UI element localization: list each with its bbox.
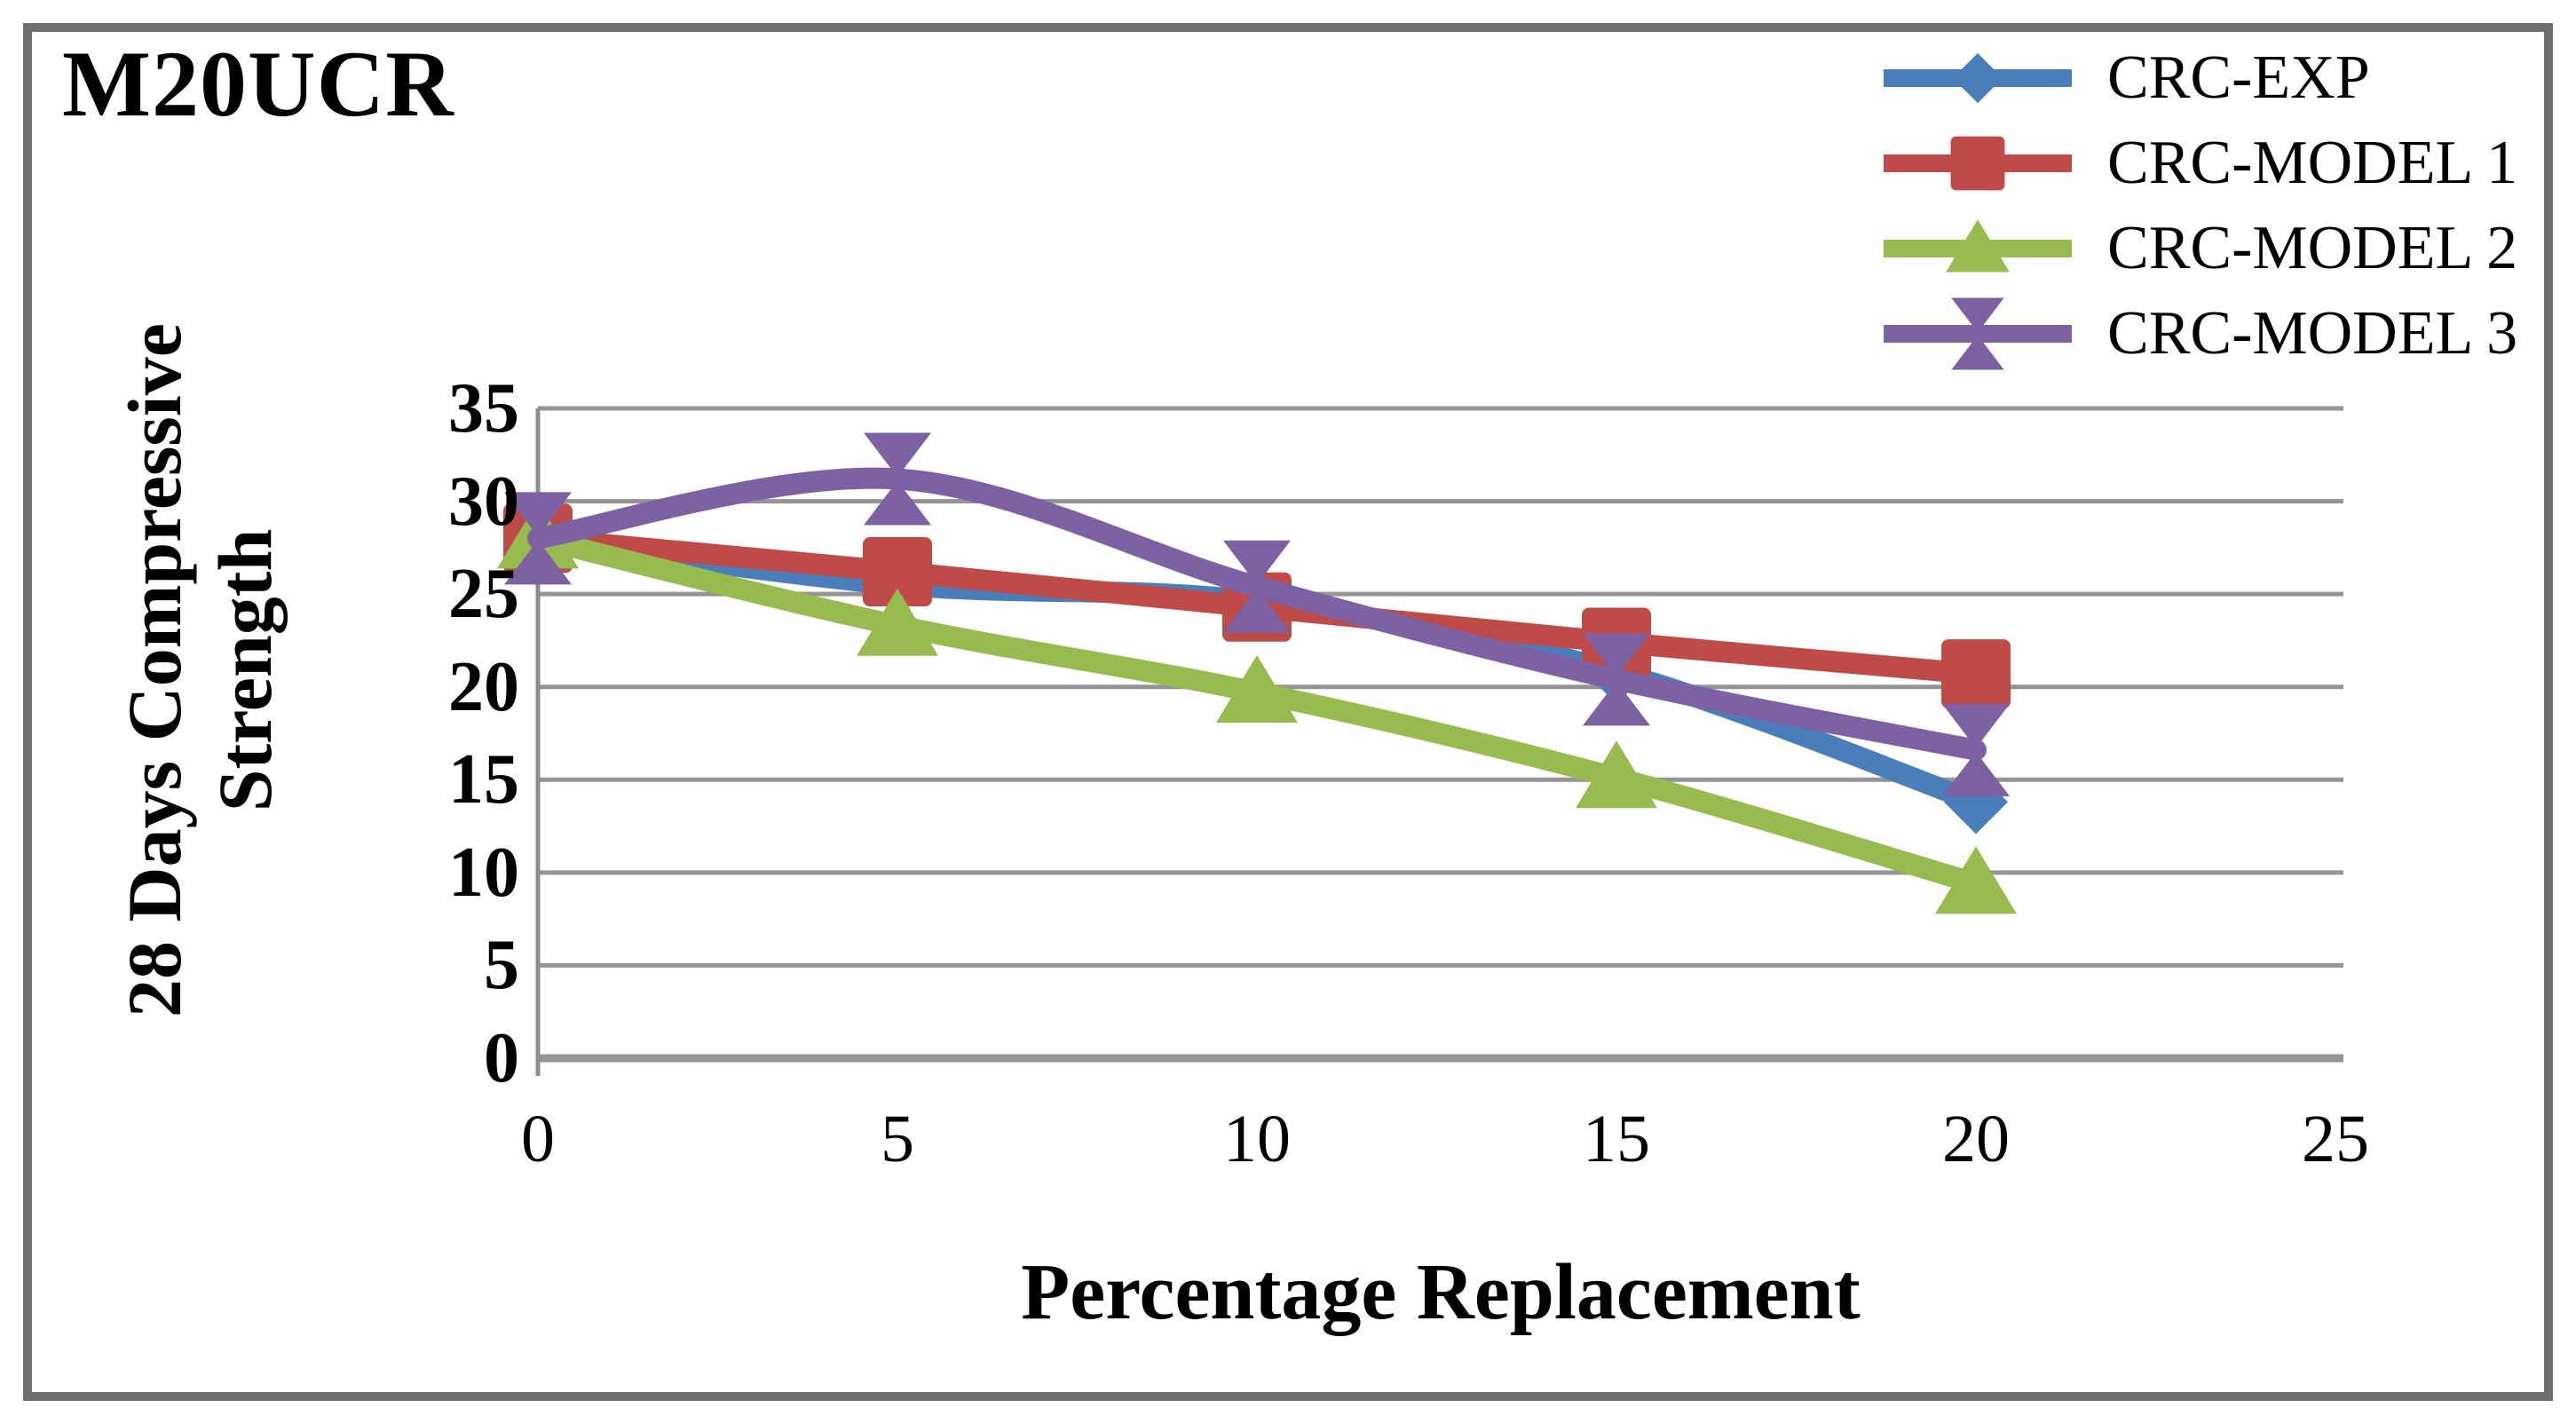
x-tick-label-15: 15 bbox=[1583, 1102, 1650, 1176]
legend-item-2: CRC-MODEL 1 bbox=[1880, 117, 2517, 210]
square-marker-legend2 bbox=[1950, 136, 2005, 191]
y-tick-label-25: 25 bbox=[448, 555, 519, 634]
diamond-marker-legend1 bbox=[1952, 52, 2003, 104]
x-marker-s4-p3 bbox=[1583, 633, 1650, 678]
x-axis-title: Percentage Replacement bbox=[1021, 1248, 1861, 1336]
x-marker-s4-p4 bbox=[1942, 751, 2010, 796]
triangle-marker-s3-p1 bbox=[857, 588, 938, 656]
series-line-4 bbox=[527, 467, 1987, 761]
y-tick-label-20: 20 bbox=[448, 647, 519, 726]
figure-border bbox=[23, 23, 2553, 1401]
y-tick-label-15: 15 bbox=[448, 740, 519, 819]
x-marker-s4-p1 bbox=[864, 432, 931, 478]
y-tick-label-5: 5 bbox=[484, 926, 519, 1005]
x-marker-legend4 bbox=[1951, 335, 2004, 370]
legend-item-label: CRC-MODEL 1 bbox=[2107, 129, 2518, 197]
triangle-marker-s3-p4 bbox=[1935, 846, 2017, 914]
square-marker-s2-p1 bbox=[863, 537, 932, 607]
x-legend-swatch-icon bbox=[1884, 297, 2072, 370]
legend-item-label: CRC-MODEL 3 bbox=[2107, 299, 2518, 368]
x-marker-s4-p0 bbox=[504, 492, 572, 537]
x-tick-label-5: 5 bbox=[881, 1102, 914, 1176]
triangle-marker-s3-p3 bbox=[1576, 740, 1657, 809]
triangle-marker-s3-p2 bbox=[1216, 654, 1298, 723]
y-tick-label-30: 30 bbox=[448, 462, 519, 541]
square-legend-swatch-icon bbox=[1884, 136, 2072, 191]
x-marker-s4-p4 bbox=[1942, 703, 2010, 748]
legend-item-3: CRC-MODEL 2 bbox=[1880, 202, 2517, 295]
chart-title: M20UCR bbox=[62, 32, 454, 136]
triangle-marker-legend3 bbox=[1946, 219, 2010, 273]
legend-item-label: CRC-MODEL 2 bbox=[2107, 214, 2518, 282]
x-marker-legend4 bbox=[1951, 297, 2004, 333]
y-tick-label-0: 0 bbox=[484, 1019, 519, 1097]
diamond-legend-swatch-icon bbox=[1884, 52, 2072, 104]
legend-item-label: CRC-EXP bbox=[2107, 44, 2370, 112]
x-tick-label-20: 20 bbox=[1942, 1102, 2010, 1176]
legend-item-1: CRC-EXP bbox=[1880, 32, 2370, 124]
triangle-legend-swatch-icon bbox=[1884, 219, 2072, 273]
x-marker-s4-p2 bbox=[1223, 588, 1291, 633]
x-marker-s4-p0 bbox=[504, 540, 572, 585]
legend-item-4: CRC-MODEL 3 bbox=[1880, 288, 2517, 380]
x-tick-label-10: 10 bbox=[1223, 1102, 1291, 1176]
y-tick-label-35: 35 bbox=[448, 369, 519, 447]
x-marker-s4-p2 bbox=[1223, 540, 1291, 585]
y-tick-label-10: 10 bbox=[448, 833, 519, 912]
x-marker-s4-p3 bbox=[1583, 681, 1650, 726]
square-marker-s2-p4 bbox=[1941, 639, 2011, 709]
x-tick-label-0: 0 bbox=[521, 1102, 555, 1176]
x-marker-s4-p1 bbox=[864, 480, 931, 526]
x-tick-label-25: 25 bbox=[2302, 1102, 2369, 1176]
